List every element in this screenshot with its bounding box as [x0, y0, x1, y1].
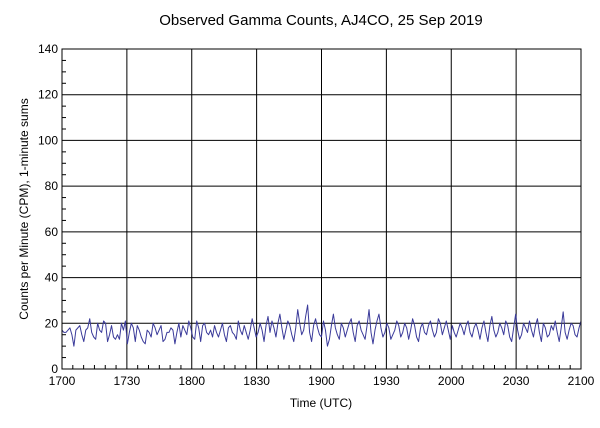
x-tick-label: 1700 — [49, 374, 76, 388]
x-tick-label: 1930 — [373, 374, 400, 388]
data-series — [61, 304, 582, 347]
y-tick-label: 20 — [45, 316, 59, 330]
y-tick-label: 40 — [45, 271, 59, 285]
x-tick-label: 2000 — [438, 374, 465, 388]
y-tick-labels: 0 20 40 60 80 100 120 140 — [38, 42, 58, 376]
x-tick-label: 1730 — [114, 374, 141, 388]
x-tick-label: 1800 — [178, 374, 205, 388]
y-tick-label: 80 — [45, 179, 59, 193]
x-tick-label: 2030 — [503, 374, 530, 388]
y-tick-label: 0 — [51, 362, 58, 376]
x-tick-label: 1830 — [243, 374, 270, 388]
minor-ticks — [62, 59, 571, 369]
chart-title: Observed Gamma Counts, AJ4CO, 25 Sep 201… — [159, 12, 483, 29]
y-tick-label: 100 — [38, 133, 58, 147]
y-axis-title: Counts per Minute (CPM), 1-minute sums — [17, 98, 31, 319]
y-tick-label: 60 — [45, 225, 59, 239]
x-tick-label: 2100 — [568, 374, 595, 388]
y-tick-label: 140 — [38, 42, 58, 56]
x-axis-title: Time (UTC) — [290, 396, 352, 410]
x-tick-label: 1900 — [308, 374, 335, 388]
y-tick-label: 120 — [38, 88, 58, 102]
series-line — [61, 304, 582, 347]
x-tick-labels: 1700 1730 1800 1830 1900 1930 2000 2030 2100 — [49, 374, 595, 388]
